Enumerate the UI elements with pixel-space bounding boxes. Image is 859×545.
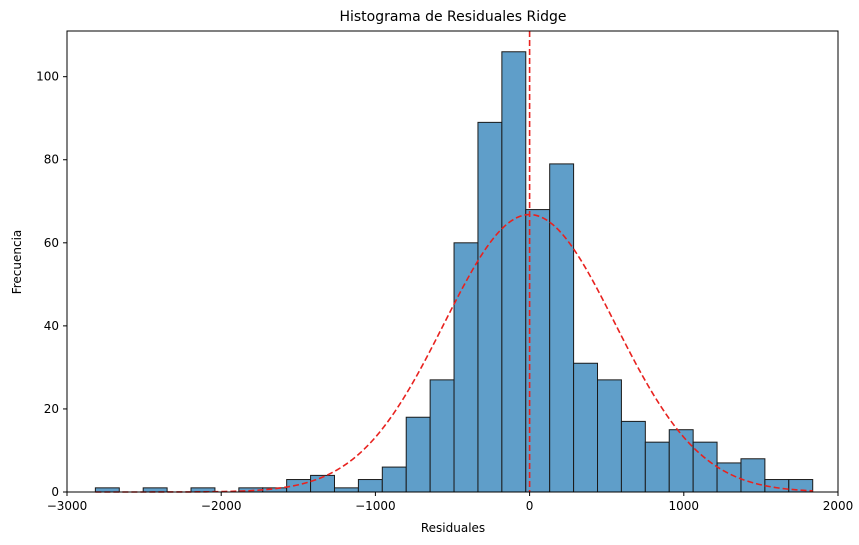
y-tick-label: 20 bbox=[44, 402, 59, 416]
chart-title: Histograma de Residuales Ridge bbox=[339, 9, 566, 25]
x-tick-label: 2000 bbox=[823, 499, 854, 513]
histogram-bar bbox=[333, 487, 359, 493]
x-tick-label: 0 bbox=[526, 499, 534, 513]
y-axis-label: Frecuencia bbox=[10, 230, 24, 295]
histogram-bar bbox=[381, 466, 407, 493]
x-tick-label: −3000 bbox=[47, 499, 88, 513]
plot-area bbox=[94, 31, 814, 493]
histogram-bar bbox=[740, 458, 766, 493]
histogram-bar bbox=[262, 487, 288, 493]
histogram-bar bbox=[549, 163, 575, 493]
histogram-bar bbox=[357, 479, 383, 493]
plot-frame bbox=[66, 30, 839, 493]
x-tick-label: −1000 bbox=[355, 499, 396, 513]
histogram-bar bbox=[477, 121, 503, 493]
y-tick-label: 60 bbox=[44, 236, 59, 250]
x-axis-label: Residuales bbox=[421, 521, 485, 535]
histogram-bar bbox=[405, 416, 431, 493]
histogram-bar bbox=[429, 379, 455, 493]
histogram-bar bbox=[286, 479, 312, 493]
x-axis: −3000 −2000 −1000 0 1000 2000 bbox=[47, 492, 854, 513]
y-tick-label: 100 bbox=[36, 70, 59, 84]
y-tick-label: 0 bbox=[51, 485, 59, 499]
x-tick-label: −2000 bbox=[201, 499, 242, 513]
histogram-bar bbox=[620, 420, 646, 493]
histogram-bar bbox=[501, 51, 527, 493]
histogram-bar bbox=[573, 362, 599, 493]
histogram-bar bbox=[644, 441, 670, 493]
x-tick-label: 1000 bbox=[669, 499, 700, 513]
histogram-bar bbox=[597, 379, 622, 493]
histogram-bar bbox=[716, 462, 742, 493]
histogram-bar bbox=[692, 441, 718, 493]
y-axis: 0 20 40 60 80 100 bbox=[36, 70, 67, 499]
y-tick-label: 40 bbox=[44, 319, 59, 333]
histogram-bar bbox=[668, 429, 694, 493]
y-tick-label: 80 bbox=[44, 153, 59, 167]
